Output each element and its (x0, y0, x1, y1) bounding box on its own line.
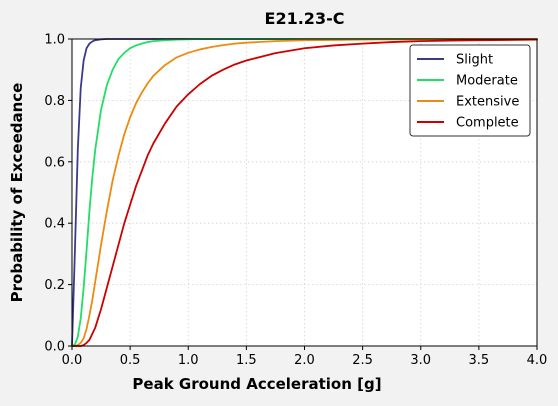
series-line-complete (71, 38, 538, 347)
legend: Slight Moderate Extensive Complete (409, 44, 531, 137)
legend-label-extensive: Extensive (456, 95, 519, 110)
y-tick-label: 0.0 (44, 340, 65, 355)
y-tick-label: 0.4 (44, 217, 65, 232)
chart-title: E21.23-C (265, 9, 345, 28)
x-tick-label: 4.0 (527, 353, 548, 368)
axis-ticks: 0.0 0.5 1.0 1.5 2.0 2.5 3.0 3.5 4.0 0.0 0.2 0.4 0.6 0… (44, 33, 547, 369)
legend-label-complete: Complete (456, 116, 519, 131)
x-tick-label: 0.5 (120, 353, 141, 368)
grid-lines (72, 39, 537, 346)
x-tick-label: 3.0 (410, 353, 431, 368)
x-tick-label: 2.5 (352, 353, 373, 368)
x-tick-label: 1.5 (236, 353, 257, 368)
y-tick-label: 0.8 (44, 94, 65, 109)
x-axis-label: Peak Ground Acceleration [g] (132, 375, 381, 393)
y-tick-label: 1.0 (44, 33, 65, 48)
x-tick-label: 2.0 (294, 353, 315, 368)
legend-label-moderate: Moderate (456, 74, 518, 89)
legend-box (409, 44, 531, 137)
y-tick-label: 0.2 (44, 278, 65, 293)
legend-label-slight: Slight (456, 53, 493, 68)
y-axis-label: Probability of Exceedance (8, 83, 26, 303)
y-tick-label: 0.6 (44, 155, 65, 170)
x-tick-label: 0.0 (62, 353, 83, 368)
x-tick-label: 1.0 (178, 353, 199, 368)
series-line-extensive (71, 38, 538, 347)
x-tick-label: 3.5 (469, 353, 490, 368)
